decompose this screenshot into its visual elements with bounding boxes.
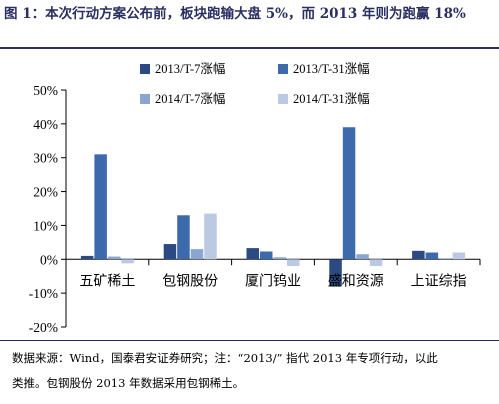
bar [369, 259, 383, 267]
bar [287, 259, 300, 267]
source-line-2: 类推。包钢股份 2013 年数据采用包钢稀土。 [12, 376, 245, 390]
x-tick-label: 包钢股份 [162, 273, 218, 289]
legend-item-2014-t7: 2014/T-7涨幅 [140, 92, 225, 106]
source-note: 数据来源：Wind，国泰君安证券研究；注：“2013/” 指代 2013 年专项… [12, 346, 490, 396]
bar [273, 257, 286, 260]
bar [425, 252, 439, 260]
legend-swatch [278, 64, 288, 74]
legend-label: 2013/T-31涨幅 [293, 62, 370, 76]
title-rule [0, 47, 499, 49]
y-tick-label: 0% [40, 252, 58, 267]
legend-label: 2013/T-7涨幅 [155, 62, 226, 76]
y-tick-label: -10% [29, 286, 58, 301]
y-tick-label: -20% [29, 320, 58, 335]
y-tick-label: 50% [33, 83, 58, 98]
legend-swatch [278, 94, 288, 104]
legend-item-2013-t31: 2013/T-31涨幅 [278, 62, 370, 76]
legend-item-2014-t31: 2014/T-31涨幅 [278, 92, 370, 106]
bar [329, 259, 342, 287]
legend-label: 2014/T-31涨幅 [293, 92, 370, 106]
bar [356, 254, 369, 260]
legend-swatch [140, 64, 150, 74]
bar [107, 256, 121, 260]
bar [412, 250, 425, 260]
x-tick-label: 上证综指 [411, 273, 467, 289]
y-tick-label: 30% [33, 151, 58, 166]
bar [177, 215, 190, 260]
bar [342, 127, 356, 260]
bar [260, 251, 273, 260]
legend-item-2013-t7: 2013/T-7涨幅 [140, 62, 225, 76]
bar [80, 255, 94, 260]
source-rule [0, 340, 499, 341]
y-tick-label: 20% [33, 185, 58, 200]
x-tick-label: 厦门钨业 [245, 273, 301, 289]
figure-title: 图 1：本次行动方案公布前，板块跑输大盘 5%，而 2013 年则为跑赢 18% [4, 6, 466, 22]
x-tick-label: 盛和资源 [328, 273, 384, 289]
y-tick-label: 10% [33, 218, 58, 233]
bar [439, 258, 452, 260]
bar [94, 154, 107, 260]
legend-label: 2014/T-7涨幅 [155, 92, 226, 106]
bar [452, 252, 466, 260]
legend-swatch [140, 94, 150, 104]
source-line-1: 数据来源：Wind，国泰君安证券研究；注：“2013/” 指代 2013 年专项… [12, 351, 438, 365]
bar [204, 213, 217, 260]
x-tick-label: 五矿稀土 [79, 273, 135, 289]
bar [121, 259, 134, 264]
bar [163, 244, 177, 260]
bar [190, 249, 204, 260]
bar [246, 248, 259, 260]
y-tick-label: 40% [33, 117, 58, 132]
